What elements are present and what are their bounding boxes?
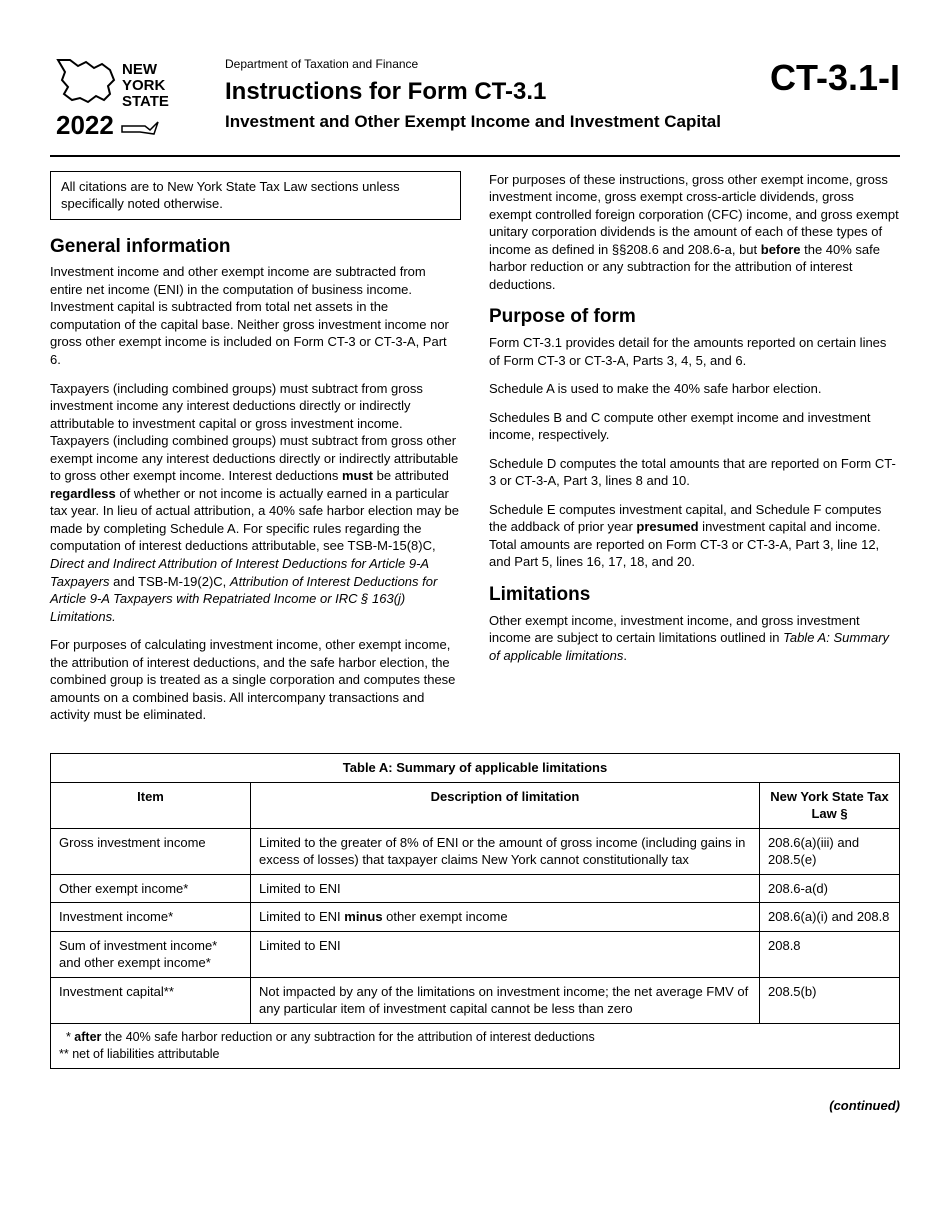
p2-b: be attributed [373, 468, 449, 483]
col-desc: Description of limitation [251, 782, 760, 828]
form-code: CT-3.1-I [770, 48, 900, 103]
cell-law: 208.6(a)(iii) and 208.5(e) [760, 828, 900, 874]
right-p1: For purposes of these instructions, gros… [489, 171, 900, 294]
table-title-row: Table A: Summary of applicable limitatio… [51, 753, 900, 782]
table-title: Table A: Summary of applicable limitatio… [51, 753, 900, 782]
nys-logo: NEW YORK STATE 2022 [50, 48, 205, 147]
heading-purpose: Purpose of form [489, 304, 900, 330]
svg-text:2022: 2022 [56, 110, 114, 140]
cell-desc: Not impacted by any of the limitations o… [251, 977, 760, 1023]
table-header-row: Item Description of limitation New York … [51, 782, 900, 828]
cell-law: 208.5(b) [760, 977, 900, 1023]
p2-must: must [342, 468, 373, 483]
col-item: Item [51, 782, 251, 828]
sub-title: Investment and Other Exempt Income and I… [225, 111, 750, 133]
p6-presumed: presumed [636, 519, 698, 534]
table-footnotes: * after the 40% safe harbor reduction or… [51, 1023, 900, 1068]
page-header: NEW YORK STATE 2022 Department of Taxati… [50, 48, 900, 147]
main-title: Instructions for Form CT-3.1 [225, 76, 750, 108]
cell-item: Sum of investment income* and other exem… [51, 931, 251, 977]
p7-b: . [623, 648, 627, 663]
cell-desc: Limited to the greater of 8% of ENI or t… [251, 828, 760, 874]
title-block: Department of Taxation and Finance Instr… [225, 48, 750, 133]
cell-law: 208.6-a(d) [760, 874, 900, 903]
limitations-p1: Other exempt income, investment income, … [489, 612, 900, 665]
cell-item: Other exempt income* [51, 874, 251, 903]
general-p2: Taxpayers (including combined groups) mu… [50, 380, 461, 626]
cell-desc: Limited to ENI [251, 931, 760, 977]
left-column: All citations are to New York State Tax … [50, 171, 461, 735]
purpose-p2: Schedule A is used to make the 40% safe … [489, 380, 900, 398]
nys-logo-svg: NEW YORK STATE 2022 [50, 52, 200, 142]
table-row: Investment capital** Not impacted by any… [51, 977, 900, 1023]
cell-law: 208.6(a)(i) and 208.8 [760, 903, 900, 932]
content-columns: All citations are to New York State Tax … [50, 171, 900, 735]
limitations-table: Table A: Summary of applicable limitatio… [50, 753, 900, 1069]
purpose-p3: Schedules B and C compute other exempt i… [489, 409, 900, 444]
cell-law: 208.8 [760, 931, 900, 977]
right-column: For purposes of these instructions, gros… [489, 171, 900, 735]
svg-text:NEW: NEW [122, 61, 158, 78]
svg-text:STATE: STATE [122, 93, 169, 110]
heading-general-info: General information [50, 234, 461, 260]
rp1-before: before [761, 242, 801, 257]
table-row: Sum of investment income* and other exem… [51, 931, 900, 977]
cell-item: Gross investment income [51, 828, 251, 874]
general-p1: Investment income and other exempt incom… [50, 263, 461, 368]
header-rule [50, 155, 900, 157]
cell-desc: Limited to ENI [251, 874, 760, 903]
department-line: Department of Taxation and Finance [225, 56, 750, 72]
general-p3: For purposes of calculating investment i… [50, 636, 461, 724]
continued-marker: (continued) [50, 1097, 900, 1115]
svg-text:YORK: YORK [122, 77, 166, 94]
table-row: Investment income* Limited to ENI minus … [51, 903, 900, 932]
table-row: Other exempt income* Limited to ENI 208.… [51, 874, 900, 903]
purpose-p1: Form CT-3.1 provides detail for the amou… [489, 334, 900, 369]
table-row: Gross investment income Limited to the g… [51, 828, 900, 874]
cell-desc: Limited to ENI minus other exempt income [251, 903, 760, 932]
p2-regardless: regardless [50, 486, 116, 501]
citation-box: All citations are to New York State Tax … [50, 171, 461, 220]
footnote-cell: * after the 40% safe harbor reduction or… [51, 1023, 900, 1068]
col-law: New York State Tax Law § [760, 782, 900, 828]
cell-item: Investment income* [51, 903, 251, 932]
heading-limitations: Limitations [489, 582, 900, 608]
cell-item: Investment capital** [51, 977, 251, 1023]
purpose-p4: Schedule D computes the total amounts th… [489, 455, 900, 490]
p2-d: and TSB-M-19(2)C, [110, 574, 230, 589]
purpose-p5: Schedule E computes investment capital, … [489, 501, 900, 571]
